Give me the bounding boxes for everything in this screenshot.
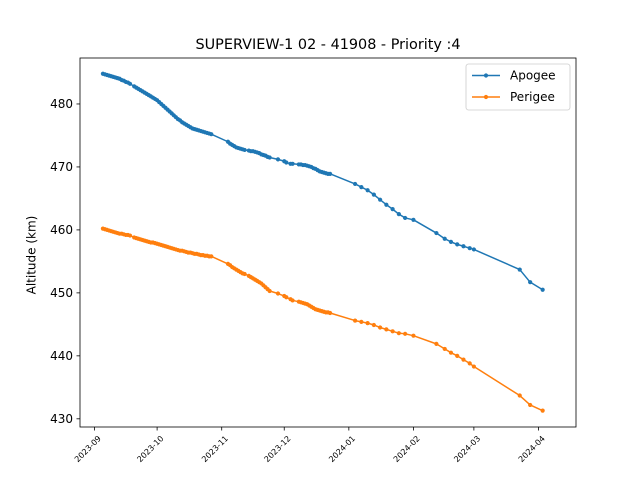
data-point [327, 171, 333, 176]
data-point [267, 288, 272, 294]
data-point [365, 321, 370, 326]
data-point [242, 271, 247, 277]
data-point [384, 202, 389, 207]
data-point [290, 298, 295, 303]
data-point [461, 357, 466, 362]
y-tick-label: 470 [50, 160, 73, 174]
data-point [327, 310, 333, 316]
data-point [471, 364, 476, 369]
data-point [359, 319, 364, 324]
legend-swatch-marker [483, 94, 489, 100]
y-tick-label: 430 [50, 412, 73, 426]
data-point [467, 361, 472, 366]
data-point [242, 147, 247, 153]
data-point [275, 291, 281, 296]
data-point [209, 254, 214, 259]
data-point [448, 239, 454, 244]
plot-frame [79, 57, 577, 428]
y-tick-label: 460 [50, 223, 73, 237]
chart-legend: Apogee Perigee [465, 63, 571, 111]
data-point [540, 287, 545, 292]
data-point [290, 161, 295, 166]
data-point [455, 242, 460, 247]
data-point [455, 353, 460, 358]
data-point [267, 155, 272, 160]
series-perigee [100, 226, 545, 413]
data-point [434, 341, 439, 346]
y-axis-label: Altitude (km) [25, 216, 39, 295]
data-point [471, 247, 476, 252]
data-point [517, 267, 522, 272]
data-point [528, 280, 533, 285]
y-tick-label: 440 [50, 349, 73, 363]
data-point [352, 318, 358, 323]
legend-item-perigee: Perigee [472, 90, 555, 104]
data-point [403, 331, 408, 336]
data-point [352, 181, 358, 187]
data-point [127, 233, 133, 238]
data-point [528, 402, 533, 408]
data-point [371, 192, 376, 197]
series-apogee [100, 71, 545, 292]
data-point [442, 346, 447, 352]
data-point [378, 197, 383, 202]
data-point [448, 350, 454, 355]
data-point [411, 217, 416, 222]
data-point [275, 157, 281, 162]
chart-title: SUPERVIEW-1 02 - 41908 - Priority :4 [196, 37, 461, 53]
data-point [384, 327, 389, 332]
data-point [378, 325, 383, 330]
legend-swatch-marker [483, 73, 489, 78]
y-axis: 430 440 450 460 470 480 [50, 97, 80, 426]
data-point [517, 393, 522, 398]
data-point [209, 132, 214, 137]
legend-item-apogee: Apogee [472, 69, 556, 83]
data-point [365, 188, 370, 193]
data-point [461, 244, 466, 249]
data-point [284, 160, 289, 165]
plot-area [100, 71, 545, 413]
legend-label: Apogee [510, 69, 556, 83]
legend-label: Perigee [510, 90, 555, 104]
y-tick-label: 450 [50, 286, 73, 300]
data-point [403, 215, 408, 221]
y-tick-label: 480 [50, 97, 73, 111]
data-point [284, 295, 289, 300]
data-point [127, 81, 133, 86]
data-point [371, 322, 376, 328]
data-point [434, 230, 439, 236]
data-point [390, 329, 395, 334]
data-point [467, 246, 472, 251]
data-point [540, 408, 545, 413]
data-point [396, 212, 401, 217]
data-point [442, 236, 447, 241]
data-point [411, 333, 416, 338]
data-point [396, 331, 401, 336]
data-point [390, 207, 395, 212]
data-point [359, 184, 364, 190]
